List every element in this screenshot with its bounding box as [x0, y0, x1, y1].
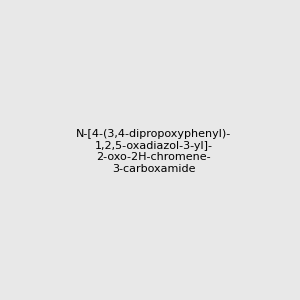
- Text: N-[4-(3,4-dipropoxyphenyl)-
1,2,5-oxadiazol-3-yl]-
2-oxo-2H-chromene-
3-carboxam: N-[4-(3,4-dipropoxyphenyl)- 1,2,5-oxadia…: [76, 129, 231, 174]
